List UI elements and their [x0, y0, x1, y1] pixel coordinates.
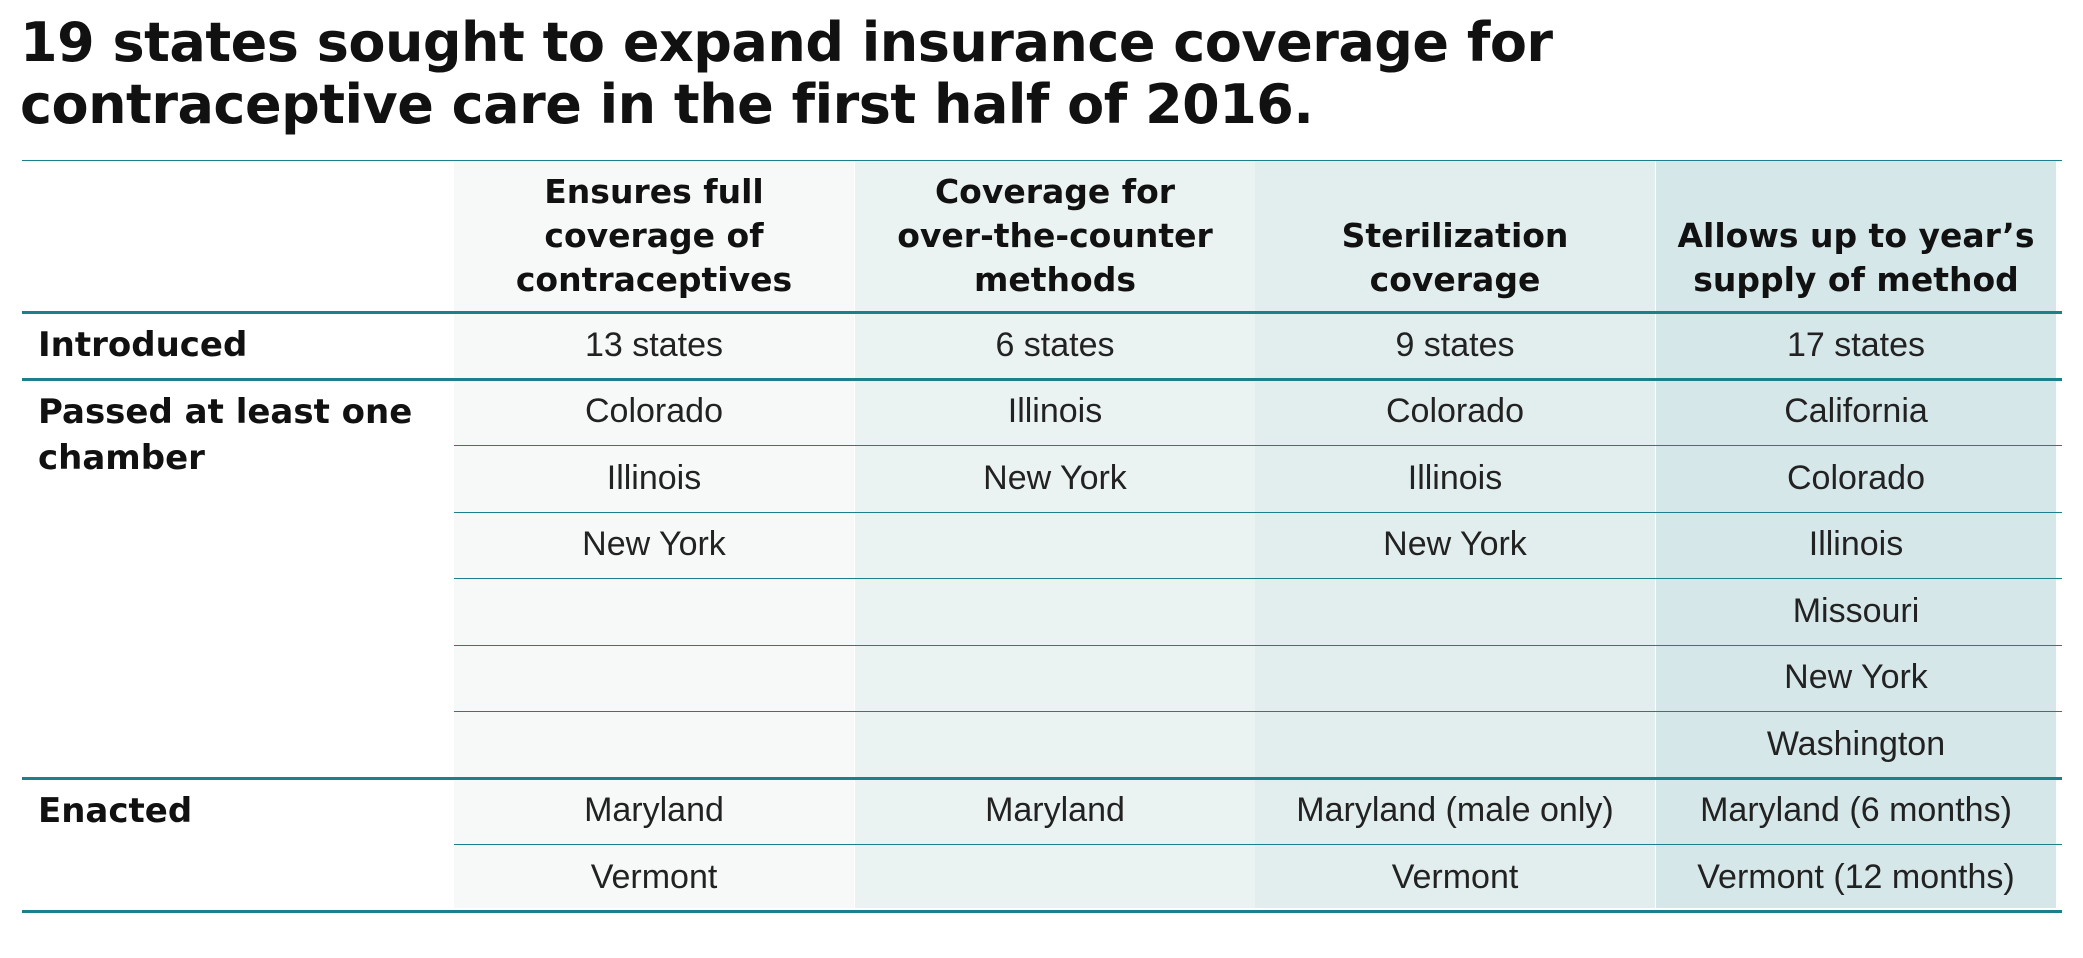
column-header-2: Coverage for over-the-counter methods — [855, 160, 1255, 312]
row-divider — [454, 844, 2062, 845]
column-background-3 — [1255, 160, 1655, 908]
chart-title: 19 states sought to expand insurance cov… — [20, 12, 1553, 136]
table-cell: Colorado — [585, 392, 723, 431]
table-cell: Illinois — [1407, 458, 1503, 497]
table-cell — [1255, 711, 1655, 778]
row-group-label: Passed at least one chamber — [38, 389, 412, 481]
table-cell — [855, 645, 1255, 712]
table-cell — [454, 711, 854, 778]
group-rule — [22, 377, 2062, 381]
column-background-2 — [855, 160, 1255, 908]
table-cell — [1255, 645, 1655, 712]
title-line-2: contraceptive care in the first half of … — [20, 73, 1314, 136]
column-header-line: Sterilization — [1341, 216, 1569, 255]
row-divider — [454, 644, 2062, 646]
table-cell: New York — [983, 458, 1127, 497]
column-header-line: Allows up to year’s — [1677, 216, 2035, 255]
row-group-label-line: Enacted — [38, 790, 193, 831]
table-cell: Vermont — [590, 857, 718, 896]
table-cell: Maryland — [584, 791, 724, 830]
row-divider — [454, 711, 2062, 712]
table-cell: Washington — [1766, 724, 1946, 763]
table-cell: Maryland (6 months) — [1700, 791, 2012, 830]
row-divider — [454, 511, 2062, 513]
table-cell — [454, 645, 854, 712]
group-rule — [22, 909, 2062, 913]
column-header-line: Ensures full — [544, 172, 764, 211]
table-cell — [1255, 578, 1655, 645]
table-cell: 9 states — [1395, 325, 1515, 364]
header-rule — [22, 311, 2062, 314]
column-header-line: over-the-counter — [897, 216, 1213, 255]
group-rule — [22, 776, 2062, 780]
row-divider — [454, 445, 2062, 446]
row-group-label-line: chamber — [38, 437, 205, 478]
table-cell — [855, 512, 1255, 579]
table-cell: Illinois — [606, 458, 702, 497]
table-cell: 13 states — [585, 325, 723, 364]
column-header-line: contraceptives — [515, 260, 793, 299]
column-header-line: coverage of — [544, 216, 764, 255]
row-group-label-line: Passed at least one — [38, 391, 413, 432]
table-top-rule — [22, 160, 2062, 161]
row-divider — [454, 578, 2062, 579]
coverage-table: Ensures full coverage of contraceptives Cov… — [22, 160, 2062, 913]
table-cell — [454, 578, 854, 645]
column-header-line: methods — [974, 260, 1136, 299]
row-group-label-line: Introduced — [38, 325, 248, 365]
table-cell: 17 states — [1787, 325, 1925, 364]
table-cell — [855, 711, 1255, 778]
row-group-label: Enacted — [38, 788, 192, 834]
column-header-line: Coverage for — [934, 172, 1176, 211]
column-background-4 — [1656, 160, 2056, 908]
table-cell: Colorado — [1386, 392, 1524, 431]
table-cell: Illinois — [1808, 525, 1904, 564]
table-cell: New York — [1383, 525, 1527, 564]
column-header-line: supply of method — [1693, 260, 2019, 299]
column-header-3: Sterilization coverage — [1255, 160, 1655, 312]
table-cell — [855, 578, 1255, 645]
table-cell: New York — [582, 525, 726, 564]
table-cell: New York — [1784, 658, 1928, 697]
title-line-1: 19 states sought to expand insurance cov… — [20, 11, 1553, 74]
table-cell: Colorado — [1787, 458, 1925, 497]
column-header-1: Ensures full coverage of contraceptives — [454, 160, 854, 312]
table-cell: Maryland (male only) — [1296, 791, 1614, 830]
table-cell: Illinois — [1007, 392, 1103, 431]
column-header-4: Allows up to year’s supply of method — [1656, 160, 2056, 312]
table-cell: California — [1784, 392, 1928, 431]
table-cell: 6 states — [995, 325, 1115, 364]
table-cell: Vermont (12 months) — [1697, 857, 2015, 896]
table-cell: Vermont — [1391, 857, 1519, 896]
row-group-label: Introduced — [38, 322, 247, 368]
column-header-line: coverage — [1369, 260, 1541, 299]
table-cell — [855, 844, 1255, 911]
column-background-1 — [454, 160, 854, 908]
table-cell: Maryland — [985, 791, 1125, 830]
table-cell: Missouri — [1792, 591, 1920, 630]
